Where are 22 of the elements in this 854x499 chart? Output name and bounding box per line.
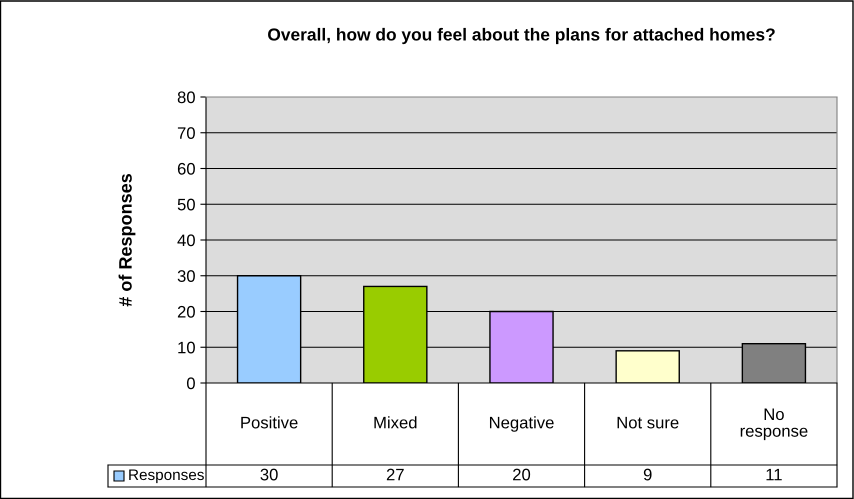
y-tick-label: 20 — [178, 306, 195, 318]
data-label: 27 — [386, 468, 404, 480]
x-tick-label: No response — [740, 408, 808, 440]
x-tick-label: Negative — [490, 416, 554, 432]
y-tick-label: 40 — [177, 234, 195, 246]
data-label: 9 — [644, 468, 652, 480]
y-tick-label: 0 — [186, 377, 195, 390]
data-label: 20 — [513, 468, 530, 480]
chart-title: Overall, how do you feel about the plans for attached homes? — [268, 28, 775, 44]
data-label: 30 — [260, 468, 278, 480]
y-tick-label: 10 — [178, 342, 195, 354]
y-tick-label: 50 — [178, 198, 195, 210]
y-tick-label: 70 — [178, 127, 195, 139]
x-tick-label: Positive — [241, 416, 298, 428]
y-axis-title: # of Responses — [118, 174, 136, 306]
legend-label: Responses — [129, 469, 204, 484]
data-label: 11 — [766, 468, 782, 480]
x-tick-label: Mixed — [374, 416, 416, 428]
y-tick-label: 60 — [178, 162, 195, 175]
x-tick-label: Not sure — [618, 416, 678, 428]
y-tick-label: 80 — [178, 91, 195, 104]
y-tick-label: 30 — [178, 270, 195, 282]
